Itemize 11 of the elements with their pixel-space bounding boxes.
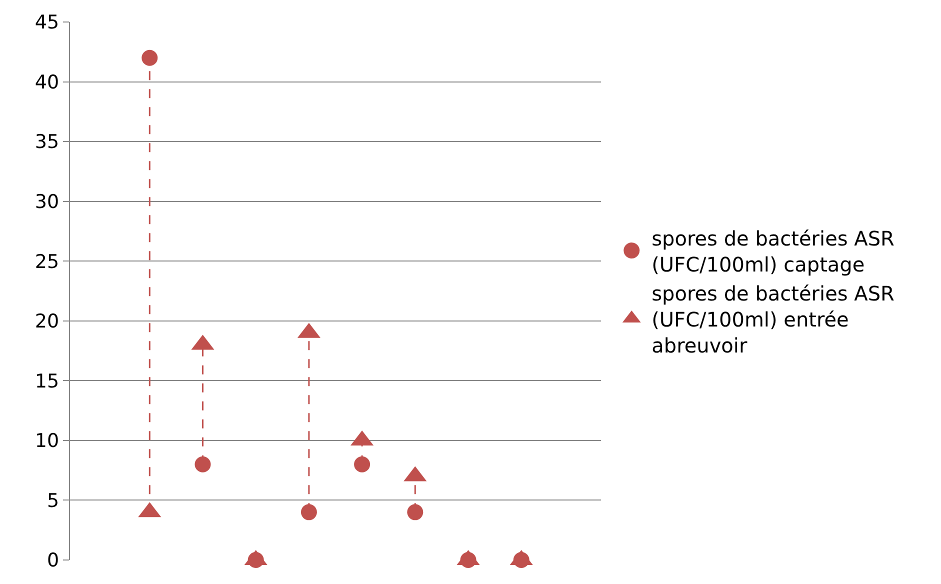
y-tick-label: 0 [46, 550, 60, 572]
y-tick-label: 40 [34, 71, 60, 94]
y-tick-label: 35 [34, 131, 60, 154]
y-tick-label: 15 [34, 370, 60, 392]
y-tick-label: 30 [34, 190, 60, 213]
y-tick-label: 10 [34, 430, 60, 452]
y-tick-label: 25 [34, 250, 60, 273]
y-tick-label: 5 [46, 490, 60, 512]
y-tick-label: 20 [34, 310, 60, 333]
y-tick-label: 45 [34, 12, 60, 34]
legend-label: spores de bactéries ASR (UFC/100ml) entrée abreuvoir [652, 281, 895, 358]
